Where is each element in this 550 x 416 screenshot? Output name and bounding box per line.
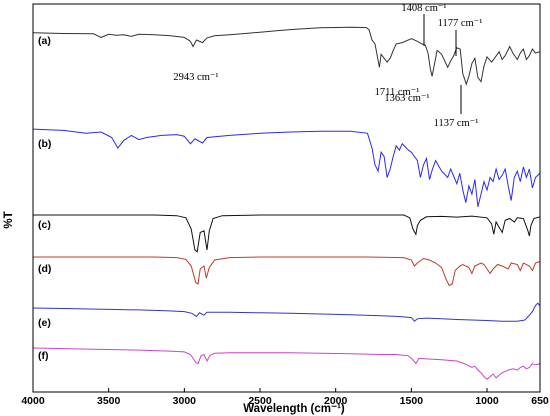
panel-label-c: (c) xyxy=(38,219,51,231)
x-tick-label: 3000 xyxy=(173,395,197,407)
series-line-b xyxy=(32,128,541,207)
annotation-layer: 2943 cm⁻¹ 1711 cm⁻¹ 1408 cm⁻¹ 1363 cm⁻¹ 1177… xyxy=(173,3,482,129)
series-line-f xyxy=(32,347,541,380)
x-tick-label: 1000 xyxy=(475,395,499,407)
series-line-e xyxy=(32,302,541,322)
panel-label-a: (a) xyxy=(38,35,51,47)
panel-label-layer: (a) (b) (c) (d) (e) (f) xyxy=(38,35,51,362)
annotation-2943: 2943 cm⁻¹ xyxy=(173,72,218,83)
x-tick-layer: 4000 3500 3000 2500 2000 1500 1000 650 xyxy=(21,388,549,407)
series-line-d xyxy=(33,256,541,287)
panel-label-d: (d) xyxy=(38,263,51,275)
series-line-a xyxy=(32,26,541,86)
annotation-1408: 1408 cm⁻¹ xyxy=(401,3,446,14)
x-axis-title: Wavelength (cm⁻¹) xyxy=(243,403,345,415)
series-layer xyxy=(32,26,541,380)
x-tick-label: 2500 xyxy=(248,395,272,407)
annotation-1363: 1363 cm⁻¹ xyxy=(384,93,429,104)
x-tick-label: 1500 xyxy=(400,395,424,407)
panel-label-e: (e) xyxy=(38,317,51,329)
panel-label-b: (b) xyxy=(38,138,51,150)
x-tick-label: 650 xyxy=(531,395,549,407)
x-tick-label: 2000 xyxy=(324,395,348,407)
y-axis-title: %T xyxy=(3,211,15,228)
x-tick-label: 4000 xyxy=(21,395,45,407)
x-tick-label: 3500 xyxy=(97,395,121,407)
annotation-1137: 1137 cm⁻¹ xyxy=(434,118,479,129)
series-line-c xyxy=(33,214,541,253)
annotation-1711: 1711 cm⁻¹ xyxy=(375,87,420,98)
plot-frame xyxy=(32,3,541,393)
panel-label-f: (f) xyxy=(38,350,49,362)
annotation-1177: 1177 cm⁻¹ xyxy=(438,18,483,29)
